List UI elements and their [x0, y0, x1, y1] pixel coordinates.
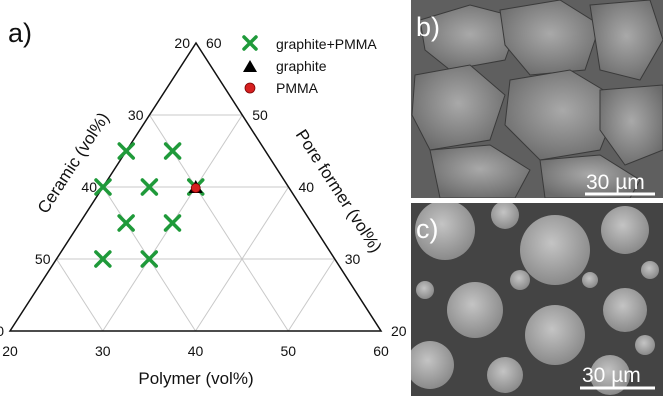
panel-label-c: c)	[416, 214, 439, 244]
data-points	[94, 142, 205, 268]
marker-graphite-pmma	[163, 142, 182, 160]
scalebar-label-c: 30 µm	[582, 364, 641, 387]
marker-graphite-pmma	[94, 178, 112, 196]
marker-graphite-pmma	[140, 178, 159, 196]
tick-ceramic: 40	[81, 179, 97, 195]
marker-graphite-pmma	[117, 214, 135, 232]
tick-ceramic: 60	[0, 323, 4, 339]
micrograph-b: b) 30 µm	[411, 0, 663, 198]
marker-graphite-pmma	[94, 250, 112, 268]
tick-ceramic: 50	[35, 251, 51, 267]
panel-label-b: b)	[416, 12, 440, 42]
marker-graphite-pmma	[140, 250, 158, 268]
panel-label-a: a)	[8, 18, 32, 48]
legend-marker-triangle	[243, 60, 257, 72]
tick-pore-former: 60	[206, 35, 222, 51]
legend-label-graphite-pmma: graphite+PMMA	[276, 36, 377, 52]
grid-line-ceramic	[56, 258, 104, 332]
legend-marker-x	[242, 35, 258, 51]
tick-pore-former: 40	[299, 179, 315, 195]
tick-polymer: 50	[280, 343, 296, 359]
marker-graphite-pmma	[117, 142, 135, 160]
tick-labels: 203040506020304050602030405060	[0, 35, 407, 359]
marker-graphite-pmma	[163, 214, 182, 232]
tick-pore-former: 20	[391, 323, 407, 339]
polymer-axis-title: Polymer (vol%)	[138, 369, 253, 388]
ternary-grid	[56, 114, 336, 332]
tick-pore-former: 50	[252, 107, 268, 123]
tick-ceramic: 20	[174, 35, 190, 51]
flake-texture	[411, 0, 663, 198]
sphere-texture	[411, 203, 659, 395]
ceramic-axis-title: Ceramic (vol%)	[34, 109, 113, 217]
scalebar-label-b: 30 µm	[586, 171, 645, 194]
micrograph-c: c) 30 µm	[411, 203, 663, 396]
tick-polymer: 30	[95, 343, 111, 359]
grid-line-polymer	[287, 258, 336, 332]
tick-polymer: 40	[188, 343, 204, 359]
tick-polymer: 20	[2, 343, 18, 359]
marker-pmma	[190, 183, 201, 193]
legend-label-graphite: graphite	[276, 58, 327, 74]
legend: graphite+PMMA graphite PMMA	[242, 35, 377, 96]
tick-polymer: 60	[373, 343, 389, 359]
tick-ceramic: 30	[128, 107, 144, 123]
legend-label-pmma: PMMA	[276, 80, 319, 96]
ternary-panel: a) 203040506020304050602030405060 Cerami…	[0, 18, 407, 388]
grid-line-polymer	[195, 186, 289, 332]
legend-marker-circle	[244, 82, 256, 94]
tick-pore-former: 30	[345, 251, 361, 267]
